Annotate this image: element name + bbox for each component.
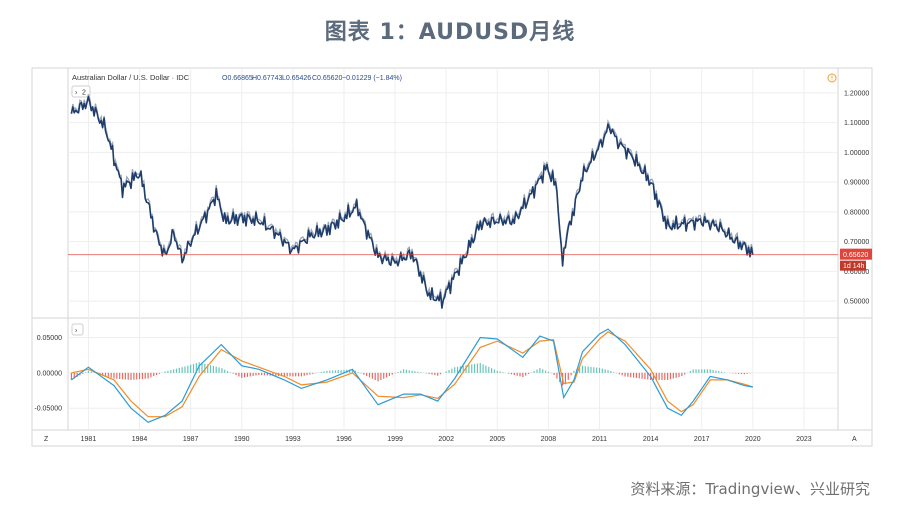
time-tick-label: 2020 xyxy=(745,436,761,443)
time-tick-label: 2005 xyxy=(490,436,506,443)
price-tick-label: 1.20000 xyxy=(844,90,869,97)
chevron-right-icon: › xyxy=(75,90,78,97)
last-price-tag xyxy=(840,248,872,260)
time-tick-label: 2017 xyxy=(694,436,710,443)
source-note: 资料来源：Tradingview、兴业研究 xyxy=(630,480,870,498)
ohlc-close: C0.65620 xyxy=(312,75,342,82)
price-line xyxy=(70,95,754,309)
time-tick-label: 1984 xyxy=(132,436,148,443)
price-series: 0.65620 1d 14h xyxy=(68,94,872,309)
price-tick-label: 0.90000 xyxy=(844,180,869,187)
price-wick-trace xyxy=(70,94,754,308)
ohlc-change: −0.01229 (−1.84%) xyxy=(342,75,402,82)
price-tick-label: 0.80000 xyxy=(844,209,869,216)
auto-scale-button[interactable]: A xyxy=(852,436,857,443)
countdown-tag xyxy=(840,260,866,271)
time-tick-label: 1999 xyxy=(387,436,403,443)
timezone-button[interactable]: Z xyxy=(44,436,49,443)
time-tick-label: 1996 xyxy=(336,436,352,443)
time-tick-label: 1993 xyxy=(285,436,301,443)
ohlc-open: O0.66865 xyxy=(222,75,253,82)
collapse-toggle[interactable]: › 2 xyxy=(71,85,91,98)
price-tick-label: 1.10000 xyxy=(844,120,869,127)
indicator-tick-label: 0.05000 xyxy=(37,335,62,342)
time-tick-label: 2002 xyxy=(438,436,454,443)
ohlc-high: H0.67743 xyxy=(252,75,282,82)
time-tick-label: 2011 xyxy=(592,436,607,443)
indicator-toggle[interactable]: › xyxy=(71,323,84,336)
time-axis: 1981 1984 1987 1990 1993 1996 1999 2002 2005 2008… xyxy=(81,436,812,443)
ohlc-low: L0.65426 xyxy=(282,75,311,82)
price-axis: 1.20000 1.10000 1.00000 0.90000 0.80000 0.700… xyxy=(844,90,869,305)
time-tick-label: 1981 xyxy=(81,436,97,443)
signal-line xyxy=(71,331,753,418)
price-tick-label: 1.00000 xyxy=(844,150,869,157)
figure-title: 图表 1：AUDUSD月线 xyxy=(324,20,576,45)
indicator-tick-label: 0.00000 xyxy=(37,370,62,377)
grid xyxy=(68,68,838,430)
price-tick-label: 0.70000 xyxy=(844,239,869,246)
price-tick-label: 0.60000 xyxy=(844,269,869,276)
alert-icon[interactable] xyxy=(827,73,837,83)
indicator-tick-label: -0.05000 xyxy=(34,406,62,413)
macd-line xyxy=(71,328,753,423)
time-tick-label: 2014 xyxy=(643,436,659,443)
price-tick-label: 0.50000 xyxy=(844,299,869,306)
time-tick-label: 2008 xyxy=(541,436,557,443)
interval-badge: 2 xyxy=(82,90,86,97)
chart-frame xyxy=(31,67,873,447)
chevron-right-icon: › xyxy=(75,328,78,335)
time-tick-label: 1990 xyxy=(234,436,250,443)
countdown-label: 1d 14h xyxy=(843,263,865,270)
time-tick-label: 1987 xyxy=(183,436,199,443)
indicator-pane xyxy=(70,328,753,423)
series-title: Australian Dollar / U.S. Dollar · IDC xyxy=(72,73,190,82)
time-tick-label: 2023 xyxy=(796,436,812,443)
indicator-axis: 0.05000 0.00000 -0.05000 xyxy=(34,335,62,413)
last-price-label: 0.65620 xyxy=(843,252,868,259)
